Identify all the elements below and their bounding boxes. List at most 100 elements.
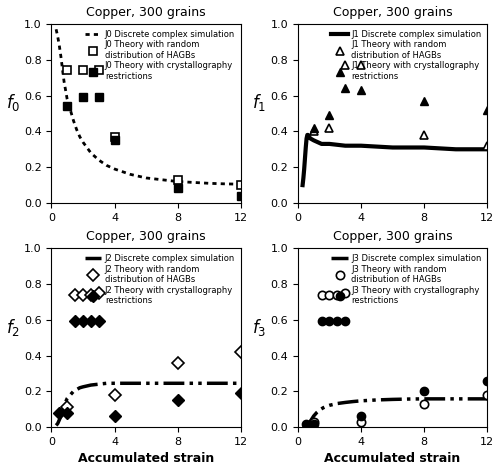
Title: Copper, 300 grains: Copper, 300 grains (333, 230, 452, 243)
Legend: J3 Discrete complex simulation, J3 Theory with random
distribution of HAGBs, J3 : J3 Discrete complex simulation, J3 Theor… (330, 252, 483, 307)
J2 Discrete complex simulation (174, 381, 180, 386)
Legend: J2 Discrete complex simulation, J2 Theory with random
distribution of HAGBs, J2 : J2 Discrete complex simulation, J2 Theor… (83, 252, 236, 307)
J3 Discrete complex simulation (437, 396, 443, 402)
J1 Discrete complex simulation (318, 141, 324, 147)
J0 Discrete complex simulation (222, 181, 228, 187)
J3 Discrete complex simulation (453, 396, 459, 402)
Title: Copper, 300 grains: Copper, 300 grains (333, 6, 452, 18)
Line: J2 Theory with crystallography
restrictions: J2 Theory with crystallography restricti… (55, 317, 245, 420)
J2 Theory with crystallography
restrictions (96, 319, 102, 325)
J0 Discrete complex simulation (70, 118, 76, 123)
J3 Theory with random
distribution of HAGBs (358, 419, 364, 425)
J3 Discrete complex simulation (374, 397, 380, 403)
J3 Theory with random
distribution of HAGBs (326, 292, 332, 297)
J3 Theory with crystallography
restrictions (318, 319, 324, 325)
J3 Discrete complex simulation (308, 418, 314, 424)
J0 Theory with random
distribution of HAGBs (64, 68, 70, 73)
J1 Theory with crystallography
restrictions (358, 87, 364, 93)
J0 Theory with random
distribution of HAGBs (112, 134, 117, 139)
Line: J0 Theory with crystallography
restrictions: J0 Theory with crystallography restricti… (63, 93, 245, 200)
J3 Discrete complex simulation (309, 416, 315, 422)
X-axis label: Accumulated strain: Accumulated strain (324, 453, 460, 465)
Legend: J1 Discrete complex simulation, J1 Theory with random
distribution of HAGBs, J1 : J1 Discrete complex simulation, J1 Theor… (330, 28, 483, 82)
J1 Theory with crystallography
restrictions (484, 107, 490, 113)
J2 Theory with random
distribution of HAGBs (64, 405, 70, 410)
J0 Discrete complex simulation (53, 26, 59, 32)
Y-axis label: $f_2$: $f_2$ (6, 317, 20, 338)
J1 Theory with random
distribution of HAGBs (310, 129, 316, 134)
Legend: J0 Discrete complex simulation, J0 Theory with random
distribution of HAGBs, J0 : J0 Discrete complex simulation, J0 Theor… (83, 28, 236, 82)
J2 Discrete complex simulation (58, 414, 64, 419)
J2 Discrete complex simulation (70, 389, 76, 394)
J0 Discrete complex simulation (64, 96, 70, 102)
J2 Discrete complex simulation (206, 381, 212, 386)
J0 Theory with crystallography
restrictions (238, 193, 244, 199)
J3 Discrete complex simulation (334, 401, 340, 406)
J3 Theory with random
distribution of HAGBs (310, 419, 316, 425)
J2 Theory with random
distribution of HAGBs (112, 392, 117, 398)
J3 Discrete complex simulation (320, 405, 326, 411)
J1 Discrete complex simulation (303, 145, 309, 150)
J2 Theory with crystallography
restrictions (56, 410, 62, 416)
J0 Theory with random
distribution of HAGBs (80, 68, 86, 73)
J0 Discrete complex simulation (58, 53, 64, 59)
J2 Discrete complex simulation (88, 382, 94, 388)
J2 Theory with crystallography
restrictions (88, 319, 94, 325)
Line: J1 Discrete complex simulation: J1 Discrete complex simulation (302, 135, 488, 185)
J0 Theory with crystallography
restrictions (80, 95, 86, 100)
J1 Discrete complex simulation (304, 136, 310, 141)
J1 Theory with random
distribution of HAGBs (342, 62, 348, 68)
Line: J3 Theory with random
distribution of HAGBs: J3 Theory with random distribution of HA… (310, 289, 492, 426)
J0 Discrete complex simulation (190, 179, 196, 185)
J0 Discrete complex simulation (60, 66, 66, 72)
J0 Discrete complex simulation (128, 171, 134, 177)
J2 Theory with crystallography
restrictions (112, 413, 117, 418)
J2 Discrete complex simulation (112, 381, 117, 386)
J1 Discrete complex simulation (390, 145, 396, 150)
J3 Discrete complex simulation (406, 396, 411, 402)
J2 Discrete complex simulation (128, 381, 134, 386)
Line: J1 Theory with crystallography
restrictions: J1 Theory with crystallography restricti… (310, 84, 492, 132)
J2 Discrete complex simulation (68, 392, 73, 398)
J2 Theory with random
distribution of HAGBs (238, 349, 244, 355)
J0 Discrete complex simulation (62, 87, 68, 93)
J0 Discrete complex simulation (56, 42, 62, 48)
J2 Discrete complex simulation (159, 381, 165, 386)
J0 Theory with random
distribution of HAGBs (238, 182, 244, 188)
J3 Theory with crystallography
restrictions (484, 378, 490, 383)
J3 Discrete complex simulation (358, 398, 364, 404)
J3 Discrete complex simulation (324, 404, 330, 409)
J2 Theory with random
distribution of HAGBs (80, 292, 86, 297)
J1 Theory with crystallography
restrictions (310, 125, 316, 130)
J0 Discrete complex simulation (88, 150, 94, 156)
Line: J1 Theory with random
distribution of HAGBs: J1 Theory with random distribution of HA… (310, 61, 492, 150)
J1 Theory with crystallography
restrictions (342, 86, 348, 91)
J1 Theory with random
distribution of HAGBs (326, 125, 332, 130)
J3 Discrete complex simulation (303, 422, 309, 428)
J1 Theory with crystallography
restrictions (421, 98, 427, 104)
J3 Theory with random
distribution of HAGBs (342, 290, 348, 296)
J3 Discrete complex simulation (314, 410, 320, 415)
J3 Theory with crystallography
restrictions (334, 319, 340, 325)
J3 Theory with random
distribution of HAGBs (334, 292, 340, 297)
J0 Discrete complex simulation (143, 175, 149, 181)
J1 Discrete complex simulation (342, 143, 348, 148)
J2 Discrete complex simulation (61, 403, 67, 408)
J2 Discrete complex simulation (74, 387, 80, 392)
Y-axis label: $f_0$: $f_0$ (6, 92, 20, 114)
J2 Theory with crystallography
restrictions (238, 390, 244, 396)
J1 Discrete complex simulation (326, 141, 332, 147)
J0 Discrete complex simulation (159, 177, 165, 183)
J1 Discrete complex simulation (453, 146, 459, 152)
J2 Discrete complex simulation (96, 382, 102, 387)
J2 Discrete complex simulation (62, 399, 68, 405)
J0 Theory with random
distribution of HAGBs (174, 177, 180, 183)
J1 Discrete complex simulation (305, 132, 311, 138)
J0 Discrete complex simulation (80, 139, 86, 145)
Y-axis label: $f_1$: $f_1$ (252, 92, 266, 114)
J2 Theory with random
distribution of HAGBs (88, 292, 94, 297)
J2 Discrete complex simulation (104, 381, 110, 386)
J3 Theory with crystallography
restrictions (326, 319, 332, 325)
J3 Discrete complex simulation (326, 403, 332, 408)
J2 Discrete complex simulation (64, 396, 70, 401)
